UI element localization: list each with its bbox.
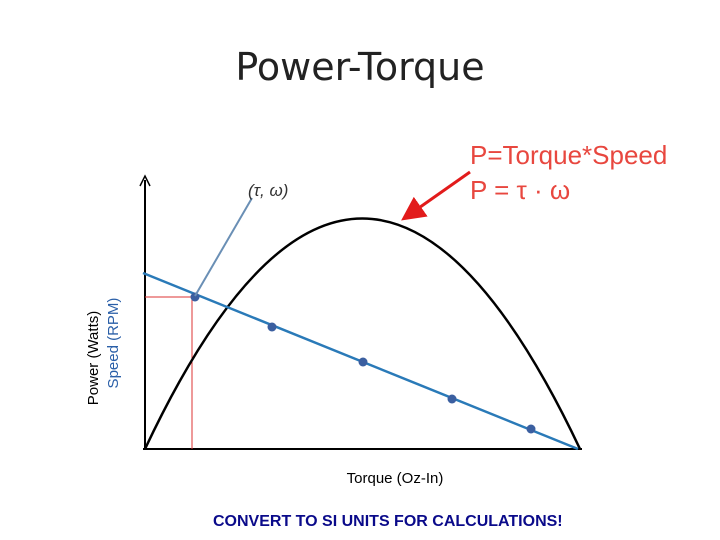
point [447,394,457,404]
formula-line: P=Torque*Speed [470,140,667,170]
point [526,424,536,434]
point [267,322,277,332]
callout-line [194,197,253,297]
y-axis-label: Speed (RPM) [105,298,122,389]
point [358,357,368,367]
footer-note: CONVERT TO SI UNITS FOR CALCULATIONS! [213,513,563,530]
y-axis-arrow [139,174,151,187]
slide-title: Power-Torque [235,45,484,89]
formula-line: P = τ · ω [470,175,570,205]
formula-arrow [401,170,471,221]
point [190,292,200,302]
y-axis-label: Power (Watts) [85,311,102,405]
point-label: (τ, ω) [248,181,288,200]
speed-points [190,292,536,434]
x-axis-label: Torque (Oz-In) [347,470,444,487]
power-curve [143,217,582,450]
